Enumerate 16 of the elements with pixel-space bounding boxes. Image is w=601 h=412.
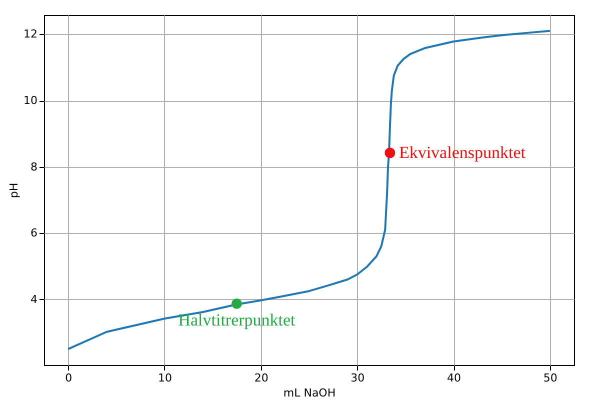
x-tick-label: 40 bbox=[447, 372, 462, 384]
x-tick-label: 50 bbox=[543, 372, 558, 384]
x-tick-label: 0 bbox=[65, 372, 72, 384]
line-series bbox=[67, 30, 551, 350]
y-axis-title: pH bbox=[8, 182, 21, 198]
x-tick-label: 10 bbox=[158, 372, 172, 384]
y-tick-label: 12 bbox=[24, 28, 38, 41]
y-tick-label: 6 bbox=[30, 226, 38, 240]
y-tick-label: 8 bbox=[30, 160, 38, 174]
x-axis-title: mL NaOH bbox=[283, 386, 336, 400]
y-tick-label: 4 bbox=[30, 292, 38, 306]
annotation: Ekvivalenspunktet bbox=[398, 142, 526, 162]
x-tick-label: 30 bbox=[350, 372, 365, 384]
annotation: Halvtitrerpunktet bbox=[178, 310, 296, 330]
y-tick-label: 10 bbox=[24, 94, 38, 108]
x-tick-label: 20 bbox=[254, 372, 268, 384]
